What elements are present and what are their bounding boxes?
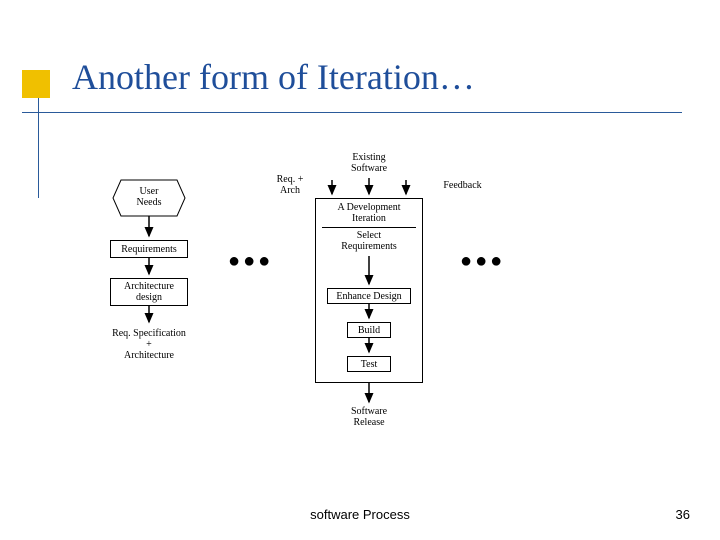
page-number: 36 xyxy=(676,507,690,522)
decor-line-vertical xyxy=(38,98,39,198)
decor-square xyxy=(22,70,50,98)
decor-line-horizontal xyxy=(22,112,682,113)
footer-text: software Process xyxy=(0,507,720,522)
diagram-container: UserNeeds Requirements Architecturedesig… xyxy=(110,160,610,480)
arrows xyxy=(110,160,610,460)
slide-title: Another form of Iteration… xyxy=(72,56,475,98)
